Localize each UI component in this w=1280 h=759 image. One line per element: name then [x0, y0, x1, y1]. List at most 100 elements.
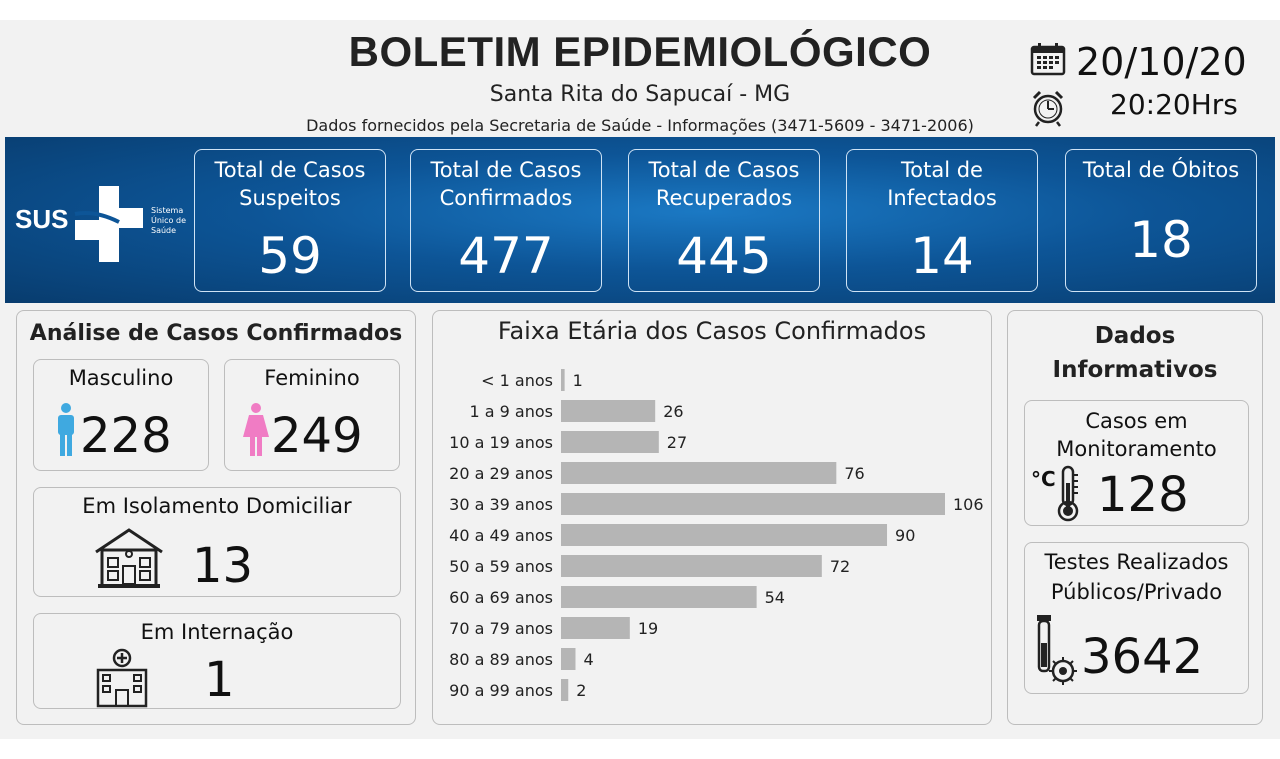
female-label: Feminino	[264, 366, 360, 390]
calendar-icon	[1030, 43, 1066, 76]
age-bar-value: 4	[583, 650, 593, 669]
bulletin-page: BOLETIM EPIDEMIOLÓGICO Santa Rita do Sap…	[0, 20, 1280, 739]
age-bar-value: 19	[638, 619, 658, 638]
tests-value: 3642	[1081, 629, 1204, 685]
sus-logo-text: SUS	[15, 204, 68, 234]
male-card: Masculino 228	[33, 359, 209, 471]
page-title: BOLETIM EPIDEMIOLÓGICO	[348, 28, 932, 75]
age-category-label: 50 a 59 anos	[449, 557, 553, 576]
age-bar-value: 27	[667, 433, 687, 452]
age-bar-value: 106	[953, 495, 984, 514]
age-bar	[561, 648, 576, 670]
city-subtitle: Santa Rita do Sapucaí - MG	[489, 82, 791, 107]
female-value: 249	[271, 408, 363, 464]
tests-label-2: Públicos/Privado	[1050, 580, 1223, 604]
thermometer-icon	[1057, 465, 1079, 522]
stat-deaths-label-1: Total de Óbitos	[1082, 158, 1240, 182]
age-bar-value: 54	[765, 588, 785, 607]
age-category-label: < 1 anos	[481, 371, 553, 390]
age-category-label: 10 a 19 anos	[449, 433, 553, 452]
sus-cross-icon: SUS	[15, 186, 143, 262]
female-icon	[243, 403, 269, 456]
stat-suspected-label-1: Total de Casos	[214, 158, 366, 182]
age-bar	[561, 400, 656, 422]
age-category-label: 70 a 79 anos	[449, 619, 553, 638]
tests-label-1: Testes Realizados	[1044, 550, 1229, 574]
isolation-label: Em Isolamento Domiciliar	[82, 494, 352, 518]
hospital-value: 1	[204, 652, 235, 708]
stat-infected-label-1: Total de	[901, 158, 983, 182]
info-panel: Dados Informativos Casos em Monitorament…	[1007, 310, 1263, 725]
age-bar-chart: < 1 anos 1 1 a 9 anos 26 10 a 19 anos 27 20 a …	[449, 369, 984, 701]
age-bar	[561, 617, 630, 639]
celsius-unit: °C	[1031, 467, 1056, 491]
stat-recovered-label-2: Recuperados	[655, 186, 793, 210]
stat-deaths-value: 18	[1129, 211, 1193, 269]
age-category-label: 30 a 39 anos	[449, 495, 553, 514]
hospital-card: Em Internação 1	[33, 613, 401, 709]
age-bar	[561, 586, 757, 608]
info-title-1: Dados	[1094, 323, 1176, 349]
analysis-panel: Análise de Casos Confirmados Masculino 2…	[16, 310, 416, 725]
isolation-value: 13	[192, 538, 254, 594]
bulletin-date: 20/10/20	[1076, 40, 1247, 84]
age-bar	[561, 431, 659, 453]
age-category-label: 80 a 89 anos	[449, 650, 553, 669]
age-bar-value: 1	[573, 371, 583, 390]
age-bar	[561, 462, 837, 484]
data-source-note: Dados fornecidos pela Secretaria de Saúd…	[306, 116, 974, 135]
age-category-label: 40 a 49 anos	[449, 526, 553, 545]
stat-confirmed-label-2: Confirmados	[439, 186, 573, 210]
test-tube-virus-icon	[1037, 615, 1077, 685]
stat-recovered-label-1: Total de Casos	[648, 158, 800, 182]
stat-infected-label-2: Infectados	[887, 186, 997, 210]
stat-infected-value: 14	[910, 227, 974, 285]
isolation-card: Em Isolamento Domiciliar 13	[33, 487, 401, 597]
age-bar-value: 76	[844, 464, 864, 483]
analysis-title: Análise de Casos Confirmados	[29, 321, 403, 346]
monitoring-card: Casos em Monitoramento °C 128	[1024, 400, 1249, 526]
age-bar-value: 72	[830, 557, 850, 576]
stat-recovered-value: 445	[676, 227, 772, 285]
stat-suspected-value: 59	[258, 227, 322, 285]
hospital-label: Em Internação	[140, 620, 294, 644]
male-value: 228	[80, 408, 172, 464]
monitoring-label-2: Monitoramento	[1056, 437, 1217, 461]
age-bar-value: 26	[663, 402, 683, 421]
age-bar	[561, 679, 569, 701]
totals-banner: SUS Sistema Único de Saúde Total de Caso…	[5, 137, 1275, 303]
sus-logo: SUS Sistema Único de Saúde	[15, 184, 195, 268]
female-card: Feminino 249	[224, 359, 400, 471]
age-category-label: 1 a 9 anos	[470, 402, 554, 421]
male-label: Masculino	[68, 366, 174, 390]
stat-recovered: Total de Casos Recuperados 445	[628, 149, 820, 292]
stat-confirmed-label-1: Total de Casos	[430, 158, 582, 182]
stat-suspected-label-2: Suspeitos	[239, 186, 341, 210]
age-bar	[561, 493, 945, 515]
age-category-label: 60 a 69 anos	[449, 588, 553, 607]
age-bar-value: 90	[895, 526, 915, 545]
alarm-clock-icon	[1032, 90, 1064, 127]
age-bar	[561, 555, 822, 577]
stat-infected: Total de Infectados 14	[846, 149, 1038, 292]
age-category-label: 90 a 99 anos	[449, 681, 553, 700]
house-icon	[95, 528, 163, 588]
stat-deaths: Total de Óbitos 18	[1065, 149, 1257, 292]
stat-confirmed-value: 477	[458, 227, 554, 285]
bulletin-time: 20:20Hrs	[1110, 88, 1238, 121]
info-title-2: Informativos	[1052, 357, 1218, 383]
age-category-label: 20 a 29 anos	[449, 464, 553, 483]
stat-confirmed: Total de Casos Confirmados 477	[410, 149, 602, 292]
tests-card: Testes Realizados Públicos/Privado 3642	[1024, 542, 1249, 694]
hospital-icon	[96, 648, 148, 708]
age-bar-value: 2	[576, 681, 586, 700]
chart-title: Faixa Etária dos Casos Confirmados	[497, 317, 927, 345]
age-bar	[561, 524, 888, 546]
age-chart-panel: Faixa Etária dos Casos Confirmados < 1 a…	[432, 310, 992, 725]
sus-logo-subtitle: Sistema Único de Saúde	[151, 206, 186, 235]
monitoring-label-1: Casos em	[1085, 409, 1188, 433]
stat-suspected: Total de Casos Suspeitos 59	[194, 149, 386, 292]
monitoring-value: 128	[1097, 467, 1189, 523]
male-icon	[58, 403, 74, 456]
age-bar	[561, 369, 565, 391]
